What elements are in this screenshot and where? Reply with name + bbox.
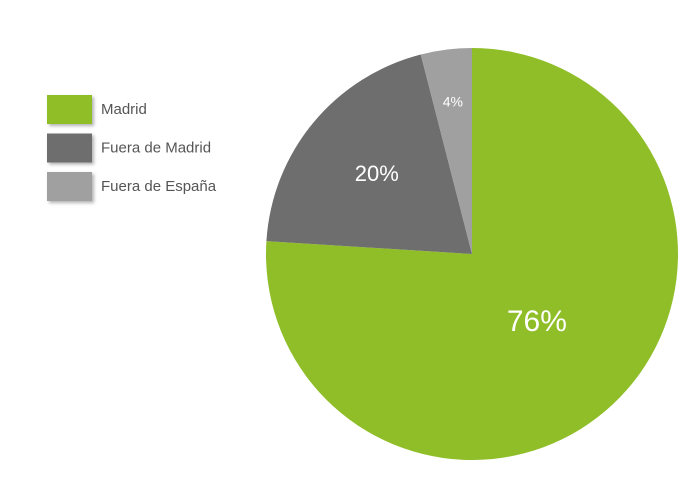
legend-swatch (47, 95, 92, 124)
legend-swatch (47, 133, 92, 163)
legend-label: Fuera de Madrid (101, 139, 211, 156)
data-label: 20% (355, 161, 399, 186)
legend-label: Madrid (101, 101, 147, 118)
data-label: 76% (507, 305, 567, 338)
pie-slice (266, 54, 472, 255)
legend-label: Fuera de España (101, 178, 217, 195)
data-label: 4% (443, 93, 463, 109)
pie-slice (420, 48, 472, 254)
legend-swatch (47, 172, 92, 201)
